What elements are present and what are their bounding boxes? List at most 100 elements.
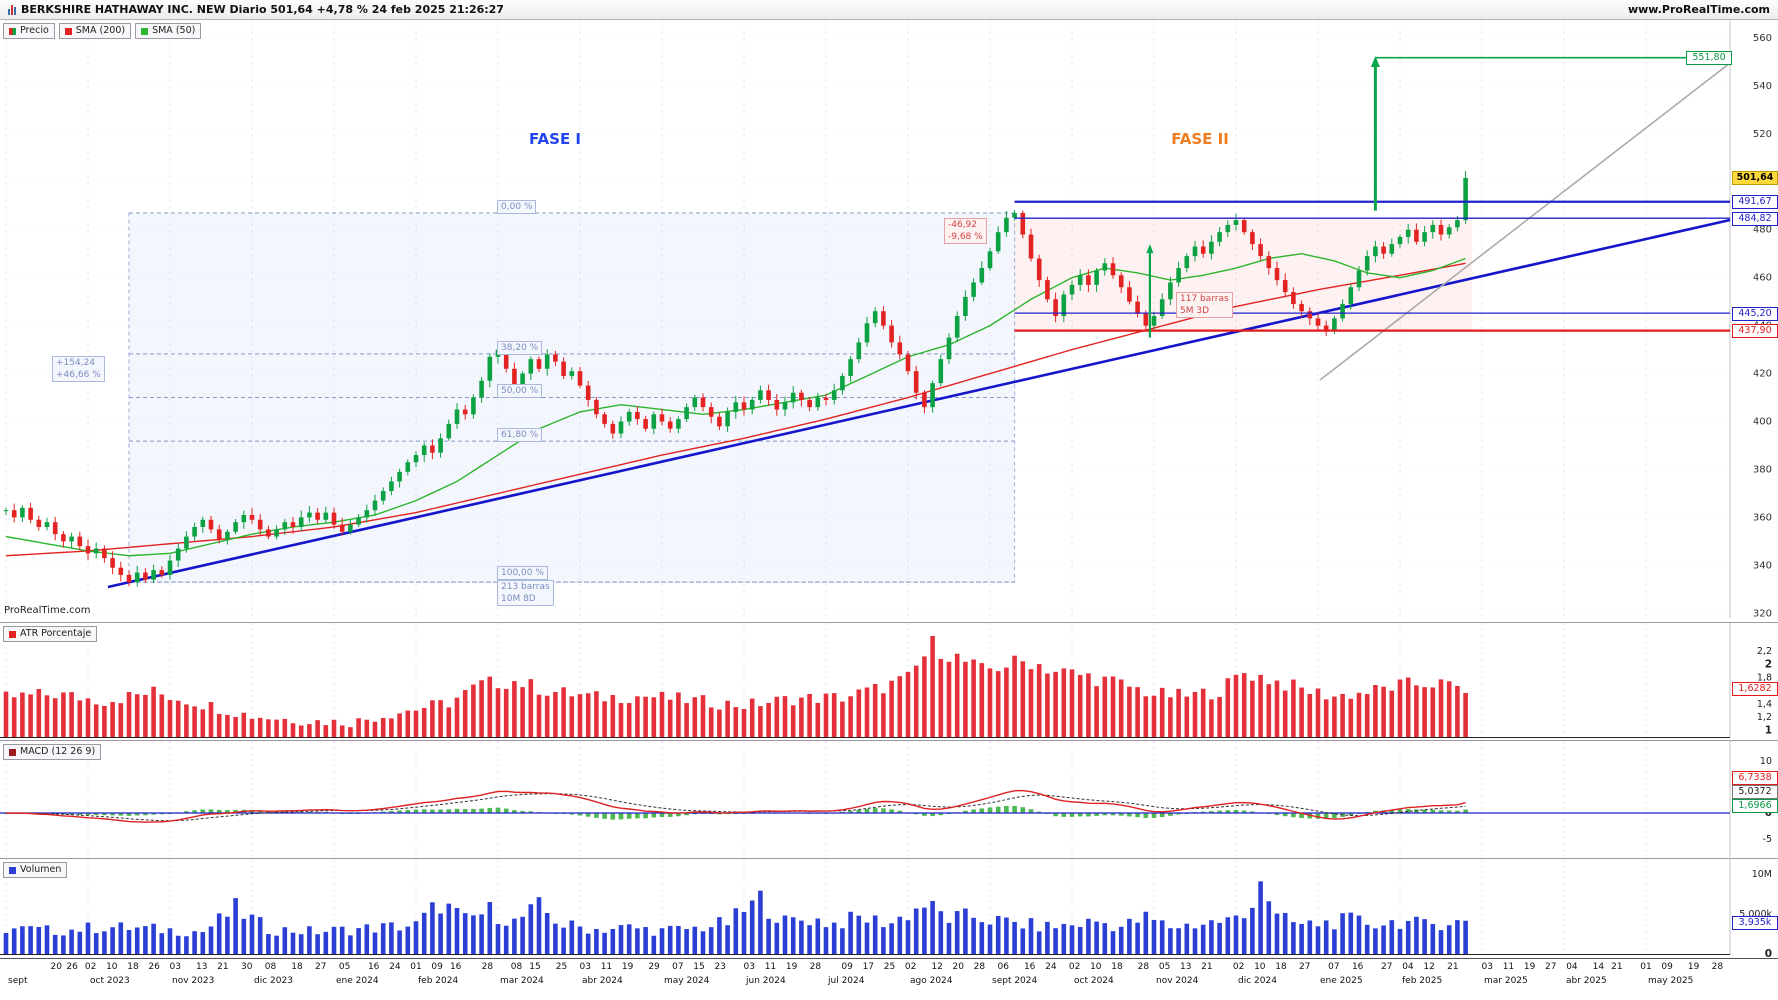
axis-day-label: 29 <box>648 962 660 972</box>
axis-month-label: oct 2023 <box>90 976 130 986</box>
axis-month-label: sept 2024 <box>992 976 1038 986</box>
axis-day-label: 19 <box>1523 962 1536 972</box>
price-level-tag: 484,82 <box>1732 211 1778 226</box>
axis-day-label: 28 <box>1711 962 1724 972</box>
axis-day-label: 30 <box>240 962 253 972</box>
axis-day-label: 25 <box>883 962 896 972</box>
axis-month-label: feb 2024 <box>418 976 459 986</box>
axis-day-label: 14 <box>1592 962 1605 972</box>
axis-month-label: dic 2023 <box>254 976 293 986</box>
axis-day-label: 16 <box>1023 962 1036 972</box>
legend-precio-label: Precio <box>20 25 49 36</box>
time-axis[interactable]: 20 26 sept 02 10 18 26 oct 2023 03 13 21 30 nov 2023… <box>0 958 1778 1000</box>
axis-day-label: 28 <box>809 962 822 972</box>
volume-chip[interactable]: Volumen <box>3 862 68 878</box>
axis-day-label: 18 <box>1275 962 1287 972</box>
macd-panel: 1050-5 MACD (12 26 9) 6,7338 5,0372 1,69… <box>0 740 1778 858</box>
volume-chart[interactable]: 10M 5,000k 0 <box>0 859 1778 958</box>
axis-day-label: 19 <box>621 962 634 972</box>
macd-chip[interactable]: MACD (12 26 9) <box>3 744 102 760</box>
axis-day-label: 23 <box>714 962 726 972</box>
axis-month-label: mar 2024 <box>500 976 544 986</box>
legend-precio[interactable]: Precio <box>3 23 55 39</box>
axis-day-label: 15 <box>529 962 541 972</box>
axis-day-label: 20 <box>50 962 62 972</box>
svg-text:340: 340 <box>1753 560 1772 571</box>
fib-range-percent: +46,66 % <box>56 370 101 380</box>
axis-day-label: 13 <box>1180 962 1192 972</box>
fib-bars-count: 213 barras <box>501 582 550 592</box>
axis-day-label: 08 <box>264 962 277 972</box>
axis-day-label: 10 <box>106 962 118 972</box>
axis-month-label: nov 2023 <box>172 976 215 986</box>
svg-text:5,000k: 5,000k <box>1739 909 1772 920</box>
macd-icon <box>9 748 16 756</box>
axis-month-label: oct 2024 <box>1074 976 1114 986</box>
axis-day-label: 11 <box>1502 962 1515 972</box>
axis-day-label: 19 <box>1687 962 1700 972</box>
axis-day-label: 26 <box>148 962 160 972</box>
atr-chip[interactable]: ATR Porcentaje <box>3 626 98 642</box>
axis-day-label: 21 <box>1611 962 1623 972</box>
axis-day-label: 09 <box>841 962 853 972</box>
fib-level-38-label[interactable]: 38,20 % <box>497 341 543 355</box>
svg-text:320: 320 <box>1753 608 1772 619</box>
atr-icon <box>9 630 16 638</box>
legend-sma50[interactable]: SMA (50) <box>135 23 202 39</box>
svg-text:360: 360 <box>1753 512 1772 523</box>
axis-day-label: 07 <box>1328 962 1340 972</box>
svg-text:2,2: 2,2 <box>1757 646 1772 657</box>
axis-month-label: nov 2024 <box>1156 976 1199 986</box>
prorealtime-link[interactable]: www.ProRealTime.com <box>1627 3 1770 16</box>
volume-value-tag: 3,935k <box>1732 916 1778 930</box>
svg-text:520: 520 <box>1753 129 1772 140</box>
fib-range-label[interactable]: +154,24 +46,66 % <box>52 356 105 382</box>
axis-day-label: 21 <box>1201 962 1213 972</box>
axis-day-label: 27 <box>315 962 327 972</box>
fib-bars-label[interactable]: 213 barras 10M 8D <box>497 580 554 606</box>
axis-day-label: 21 <box>217 962 229 972</box>
fib-level-0-label[interactable]: 0,00 % <box>497 200 537 214</box>
price-level-tag: 501,64 <box>1732 171 1778 186</box>
atr-chart[interactable]: 2,22 1,8 1,4 1,21 <box>0 623 1778 740</box>
fase2-bars-label[interactable]: 117 barras 5M 3D <box>1176 292 1233 318</box>
price-level-tag: 491,67 <box>1732 195 1778 210</box>
fib-level-50-label[interactable]: 50,00 % <box>497 384 543 398</box>
axis-day-label: 15 <box>693 962 705 972</box>
fib-level-61-label[interactable]: 61,80 % <box>497 428 543 442</box>
fase1-label[interactable]: FASE I <box>529 130 581 148</box>
svg-text:1,4: 1,4 <box>1757 699 1772 710</box>
atr-value-tag: 1,6282 <box>1732 682 1778 696</box>
chart-title: BERKSHIRE HATHAWAY INC. NEW Diario 501,6… <box>21 3 504 16</box>
axis-day-label: 02 <box>904 962 917 972</box>
svg-text:560: 560 <box>1753 33 1772 44</box>
axis-day-label: 11 <box>764 962 777 972</box>
axis-day-label: 16 <box>1351 962 1364 972</box>
axis-day-label: 17 <box>862 962 875 972</box>
price-chart[interactable]: 560540520500480460440420400380360340320 <box>0 20 1778 622</box>
macd-chart[interactable]: 1050-5 <box>0 741 1778 858</box>
price-legend: Precio SMA (200) SMA (50) <box>3 23 202 39</box>
svg-text:460: 460 <box>1753 273 1772 284</box>
axis-day-label: 19 <box>785 962 798 972</box>
fase2-drop-label[interactable]: -46,92 -9,68 % <box>944 218 987 244</box>
legend-sma200[interactable]: SMA (200) <box>58 23 132 39</box>
svg-text:-5: -5 <box>1763 834 1772 845</box>
svg-text:1: 1 <box>1765 724 1772 736</box>
axis-day-label: 24 <box>389 962 401 972</box>
svg-text:10M: 10M <box>1752 869 1772 880</box>
price-level-tag: 437,90 <box>1732 324 1778 339</box>
fib-level-100-label[interactable]: 100,00 % <box>497 566 548 580</box>
svg-text:380: 380 <box>1753 464 1772 475</box>
axis-month-label: may 2025 <box>1648 976 1694 986</box>
axis-day-label: 02 <box>84 962 97 972</box>
fase2-bars-duration: 5M 3D <box>1180 306 1210 316</box>
fase2-label[interactable]: FASE II <box>1171 130 1229 148</box>
axis-month-label: may 2024 <box>664 976 710 986</box>
axis-month-label: mar 2025 <box>1484 976 1528 986</box>
axis-day-label: 09 <box>1661 962 1673 972</box>
axis-day-label: 07 <box>672 962 684 972</box>
axis-month-label: ene 2025 <box>1320 976 1363 986</box>
axis-day-label: 03 <box>169 962 181 972</box>
